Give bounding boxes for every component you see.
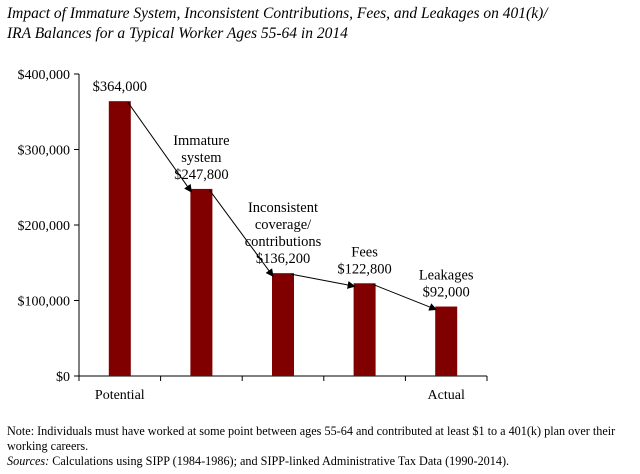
chart-notes: Note: Individuals must have worked at so…	[7, 424, 637, 469]
y-tick-label: $100,000	[18, 295, 71, 310]
connector-arrow	[208, 189, 274, 277]
bar	[272, 273, 294, 376]
connector-arrow	[290, 273, 356, 289]
data-label: $92,000	[423, 285, 470, 301]
y-tick-label: $200,000	[18, 219, 71, 234]
connector-arrow	[127, 101, 192, 193]
sources-line: Sources: Calculations using SIPP (1984-1…	[7, 454, 637, 469]
chart-title: Impact of Immature System, Inconsistent …	[7, 4, 627, 44]
bar	[190, 188, 213, 376]
note-text: Note: Individuals must have worked at so…	[7, 424, 616, 453]
connector-arrow	[372, 283, 438, 311]
y-tick-label: $0	[56, 370, 70, 385]
bar-annotation: Immature	[173, 133, 229, 149]
bar-annotation: coverage/	[255, 217, 312, 233]
chart-title-line-2: IRA Balances for a Typical Worker Ages 5…	[7, 25, 348, 42]
y-tick-label: $400,000	[18, 68, 71, 83]
bar	[353, 283, 376, 376]
bar-annotation: Fees	[351, 244, 378, 260]
bar-annotation: system	[181, 150, 222, 166]
bar	[435, 306, 458, 376]
bar-annotation: Inconsistent	[248, 200, 318, 216]
bar-annotation: contributions	[245, 234, 322, 250]
x-tick-label: Potential	[95, 388, 145, 403]
bar-annotation: Leakages	[419, 268, 474, 284]
bar-chart: $0 $100,000 $200,000 $300,000 $400,000 $364,0…	[18, 68, 488, 403]
bar	[108, 101, 131, 377]
y-tick-label: $300,000	[18, 144, 71, 159]
data-label: $122,800	[337, 261, 391, 277]
data-label: $364,000	[93, 79, 147, 95]
sources-label: Sources:	[7, 454, 50, 468]
data-label: $136,200	[256, 251, 310, 267]
data-label: $247,800	[174, 167, 228, 183]
x-tick-label: Actual	[428, 388, 465, 403]
sources-text: Calculations using SIPP (1984-1986); and…	[49, 454, 510, 468]
chart-title-line-1: Impact of Immature System, Inconsistent …	[7, 5, 548, 22]
